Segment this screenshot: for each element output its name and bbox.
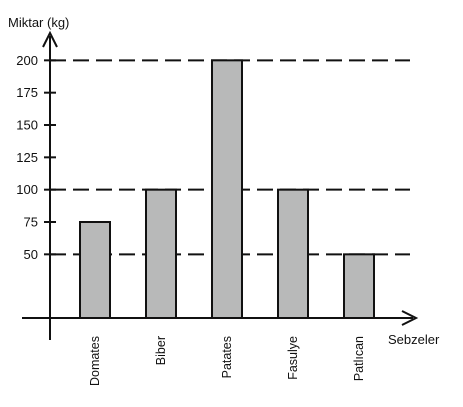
x-axis-title: Sebzeler: [388, 332, 440, 347]
y-tick-label: 50: [24, 247, 38, 262]
category-label: Patates: [220, 336, 234, 378]
bar: [211, 59, 243, 320]
category-label: Domates: [88, 336, 102, 386]
y-ticks: 50 75 100 125 150 175 200: [16, 53, 56, 262]
y-tick-label: 200: [16, 53, 38, 68]
bar: [343, 253, 375, 320]
category-label: Biber: [154, 336, 168, 365]
x-axis-arrow: [401, 310, 419, 326]
category-label: Fasulye: [286, 336, 300, 380]
axes: [22, 30, 419, 340]
y-axis-title: Miktar (kg): [8, 15, 69, 30]
bar: [79, 221, 111, 319]
bar: [145, 188, 177, 319]
y-tick-label: 175: [16, 85, 38, 100]
y-tick-label: 75: [24, 215, 38, 230]
category-labels: Domates Biber Patates Fasulye Patlıcan: [88, 336, 366, 386]
category-label: Patlıcan: [352, 336, 366, 381]
y-tick-label: 150: [16, 118, 38, 133]
y-tick-label: 125: [16, 150, 38, 165]
y-tick-label: 100: [16, 182, 38, 197]
y-axis-arrow: [42, 30, 58, 48]
bars: [79, 59, 375, 320]
bar: [277, 188, 309, 319]
